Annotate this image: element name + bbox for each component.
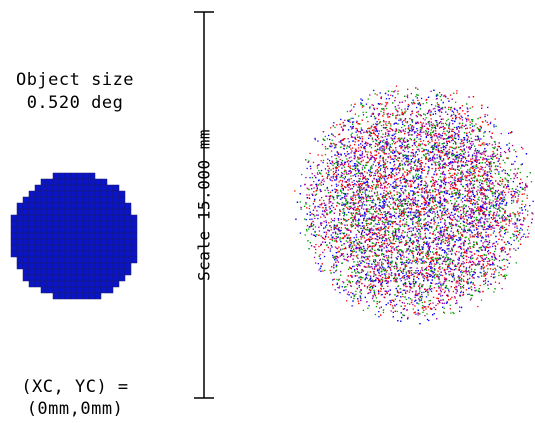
- field-coordinate-value: (0mm,0mm): [26, 399, 124, 419]
- scale-bar-label: Scale 15.000 mm: [194, 129, 214, 281]
- field-coordinate-label: (XC, YC) =: [21, 377, 129, 397]
- object-size-label: Object size: [15, 70, 135, 90]
- object-disc: [10, 172, 138, 300]
- scale-bar: [194, 11, 214, 399]
- object-size-value: 0.520 deg: [26, 93, 124, 113]
- spot-diagram: [294, 85, 534, 325]
